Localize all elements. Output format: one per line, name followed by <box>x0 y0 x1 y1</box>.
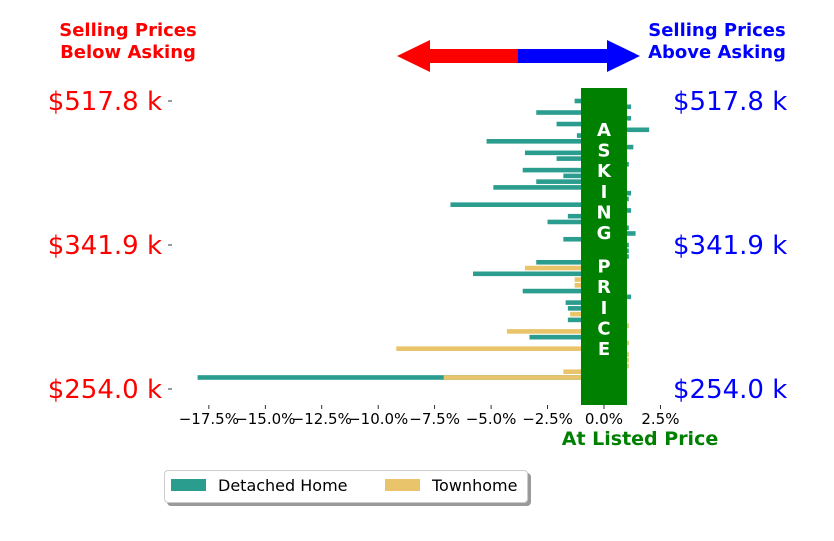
asking-letter-1: S <box>597 141 610 162</box>
header-below-asking: Selling Prices Below Asking <box>59 20 197 63</box>
bar-detached-30 <box>473 271 604 277</box>
bar-detached-7 <box>486 139 604 144</box>
bar-detached-48 <box>197 375 604 380</box>
bar-detached-9 <box>524 150 604 156</box>
asking-letter-7: P <box>597 257 610 278</box>
bar-detached-28 <box>536 259 604 265</box>
bar-detached-41 <box>529 334 604 340</box>
y-tick-label-right-2: $254.0 k <box>673 375 787 405</box>
bar-detached-14 <box>536 179 604 184</box>
asking-letter-2: K <box>597 161 612 182</box>
y-axis: $517.8 k $517.8 k $341.9 k $341.9 k $254.0 k… <box>48 87 788 405</box>
x-tick-label-7: 0.0% <box>585 410 623 428</box>
bar-detached-2 <box>536 110 604 115</box>
bar-townhome-40 <box>506 329 604 334</box>
y-tick-label-left-0: $517.8 k <box>48 87 162 117</box>
bar-detached-10 <box>556 156 604 161</box>
y-tick-label-left-2: $254.0 k <box>48 375 162 405</box>
arrow-left-head <box>397 40 520 72</box>
x-tick-label-3: −10.0% <box>348 410 408 428</box>
x-tick-label-1: −15.0% <box>235 410 295 428</box>
bar-detached-15 <box>493 185 604 190</box>
legend-label-detached: Detached Home <box>218 476 348 495</box>
legend-item-detached: Detached Home <box>171 476 348 496</box>
bar-detached-4 <box>556 121 604 127</box>
asking-letter-11: E <box>598 339 610 360</box>
bar-detached-12 <box>522 167 604 173</box>
asking-letter-9: I <box>601 298 608 319</box>
asking-letter-8: R <box>597 277 611 298</box>
legend-swatch-townhome <box>385 479 420 491</box>
asking-letter-0: A <box>597 120 611 141</box>
asking-letter-10: C <box>597 318 610 339</box>
x-tick-label-0: −17.5% <box>179 410 239 428</box>
at-listed-price-label: At Listed Price <box>562 428 718 450</box>
y-tick-label-left-1: $341.9 k <box>48 231 162 261</box>
bar-detached-21 <box>547 219 604 225</box>
x-axis: −17.5%−15.0%−12.5%−10.0% −7.5% −5.0% −2.5% 0… <box>179 405 679 428</box>
bar-detached-18 <box>450 202 604 207</box>
asking-letter-3: I <box>601 182 608 203</box>
x-tick-label-2: −12.5% <box>292 410 352 428</box>
bar-townhome-43 <box>396 346 604 351</box>
legend-label-townhome: Townhome <box>432 476 518 495</box>
asking-letter-4: N <box>596 202 611 223</box>
x-tick-label-8: 2.5% <box>641 410 679 428</box>
bar-detached-33 <box>522 288 604 294</box>
legend-item-townhome: Townhome <box>385 476 517 496</box>
arrow-right-head <box>518 40 640 72</box>
y-tick-label-right-1: $341.9 k <box>673 231 787 261</box>
x-tick-label-5: −5.0% <box>466 410 517 428</box>
bar-townhome-48 <box>443 375 604 380</box>
asking-band-rect <box>580 88 627 405</box>
direction-arrow <box>397 40 640 72</box>
legend-swatch-detached <box>171 479 206 491</box>
legend: Detached Home Townhome <box>164 470 528 503</box>
bar-townhome-29 <box>524 265 604 271</box>
x-tick-label-4: −7.5% <box>409 410 460 428</box>
header-above-asking: Selling Prices Above Asking <box>648 20 786 63</box>
asking-letter-5: G <box>597 223 612 244</box>
x-tick-label-6: −2.5% <box>522 410 573 428</box>
y-tick-label-right-0: $517.8 k <box>673 87 787 117</box>
